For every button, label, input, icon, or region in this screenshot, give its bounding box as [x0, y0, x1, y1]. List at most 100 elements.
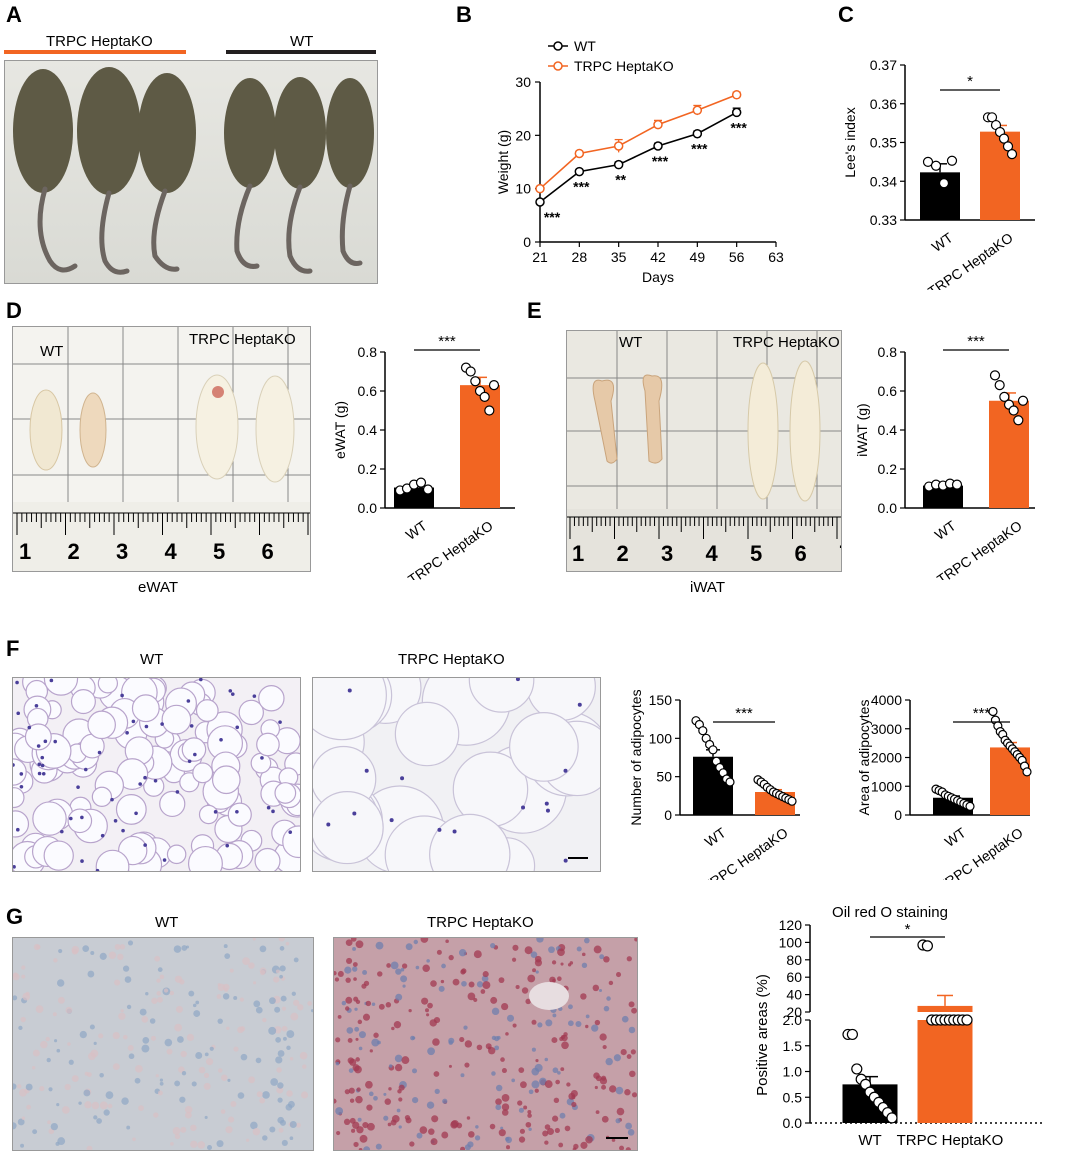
legend-ko-label: TRPC HeptaKO — [574, 58, 674, 74]
data-point — [989, 370, 1001, 381]
lipid-droplet — [625, 1147, 631, 1150]
iwat-photo-wt-label: WT — [619, 334, 642, 351]
lipid-droplet — [595, 1110, 600, 1115]
significance-mark: *** — [691, 141, 708, 157]
nucleus — [452, 829, 457, 834]
lipid-droplet — [559, 1036, 564, 1042]
tissue-speck — [289, 1056, 294, 1061]
tissue-speck — [31, 1066, 36, 1070]
tissue-speck — [150, 1035, 156, 1041]
lipid-droplet — [568, 1020, 574, 1027]
tissue-speck — [159, 1078, 164, 1082]
tissue-speck — [159, 1081, 164, 1086]
lipid-droplet — [519, 1128, 525, 1134]
ruler-number: 2 — [68, 539, 80, 564]
tissue-speck — [157, 1090, 163, 1096]
tissue-speck — [90, 951, 95, 955]
tissue-speck — [291, 991, 296, 996]
lipid-droplet — [373, 1095, 378, 1101]
lipid-droplet — [358, 1046, 363, 1051]
lipid-droplet — [552, 978, 556, 983]
lipid-droplet — [571, 1095, 576, 1100]
data-point-wt — [731, 107, 742, 118]
lipid-droplet — [345, 939, 353, 947]
adipocyte-cell — [97, 678, 119, 694]
nucleus — [53, 739, 58, 744]
data-point-wt — [692, 128, 703, 139]
tissue-speck — [270, 1078, 279, 1086]
lipid-droplet — [561, 1041, 569, 1050]
lipid-droplet — [405, 943, 413, 951]
tissue-speck — [198, 1066, 206, 1074]
lipid-droplet — [353, 977, 357, 981]
bar-ko — [989, 400, 1029, 508]
lipid-droplet — [460, 1073, 465, 1078]
y-tick-label: 1.5 — [783, 1038, 803, 1054]
lipid-droplet — [388, 1087, 392, 1091]
tissue-speck — [54, 1039, 58, 1043]
nucleus — [266, 805, 271, 810]
lipid-droplet — [362, 1121, 369, 1129]
nucleus — [19, 785, 24, 789]
tissue-speck — [279, 946, 285, 951]
lipid-droplet — [415, 965, 420, 970]
tissue-speck — [277, 1097, 283, 1103]
tissue-speck — [277, 1082, 284, 1089]
lipid-droplet — [536, 938, 544, 943]
tissue-speck — [228, 1116, 235, 1123]
tissue-speck — [112, 1031, 120, 1040]
nucleus — [515, 678, 520, 682]
lipid-droplet — [527, 1109, 532, 1114]
lipid-droplet — [361, 983, 367, 989]
tissue-speck — [259, 1097, 266, 1104]
tissue-speck — [262, 1135, 268, 1141]
lipid-droplet — [537, 1022, 543, 1028]
adipocyte-cell — [181, 737, 207, 762]
adipocyte-cell — [13, 810, 30, 838]
tissue-speck — [154, 955, 161, 962]
lipid-droplet — [534, 955, 542, 963]
tissue-speck — [13, 1122, 17, 1130]
ruler-number: 6 — [795, 541, 807, 566]
lipid-droplet — [531, 1067, 540, 1076]
lipid-droplet — [520, 1081, 527, 1089]
nucleus — [143, 843, 147, 847]
lipid-droplet — [601, 1115, 609, 1123]
lipid-droplet — [358, 1031, 366, 1039]
y-tick-label: 0.33 — [870, 212, 897, 228]
tissue-speck — [224, 953, 231, 959]
y-tick-label: 2.0 — [783, 1012, 803, 1028]
tissue-speck — [255, 1006, 263, 1014]
lipid-droplet — [539, 1077, 547, 1086]
nucleus — [15, 680, 19, 685]
lipid-droplet — [351, 1128, 356, 1133]
lipid-droplet — [481, 975, 489, 983]
adipocyte-cell — [13, 758, 27, 786]
tissue-speck — [127, 940, 134, 946]
adipocyte-cell — [13, 787, 25, 809]
nucleus — [69, 816, 73, 821]
nucleus — [213, 810, 218, 814]
lipid-droplet — [427, 1002, 433, 1009]
tissue-speck — [286, 1030, 295, 1038]
lipid-droplet — [402, 984, 406, 988]
adipocyte-cell — [282, 825, 300, 859]
lipid-droplet — [432, 1038, 440, 1046]
tissue-speck — [121, 1097, 129, 1105]
nucleus — [36, 744, 41, 748]
lipid-droplet — [355, 1037, 359, 1041]
lipid-droplet — [500, 1057, 505, 1062]
adipocyte-cell — [87, 710, 116, 740]
tissue-speck — [216, 1140, 224, 1148]
panel-label-a: A — [6, 2, 22, 27]
tissue-speck — [119, 944, 126, 950]
data-point — [994, 380, 1005, 391]
lipid-droplet — [625, 1122, 632, 1130]
ruler-number: 5 — [213, 539, 225, 564]
panel-a-ko-label: TRPC HeptaKO — [46, 33, 153, 50]
nucleus — [437, 827, 442, 832]
lipid-droplet — [468, 981, 475, 988]
lipid-droplet — [531, 1080, 540, 1089]
ruler-number: 2 — [617, 541, 629, 566]
lipid-droplet — [505, 1136, 510, 1142]
